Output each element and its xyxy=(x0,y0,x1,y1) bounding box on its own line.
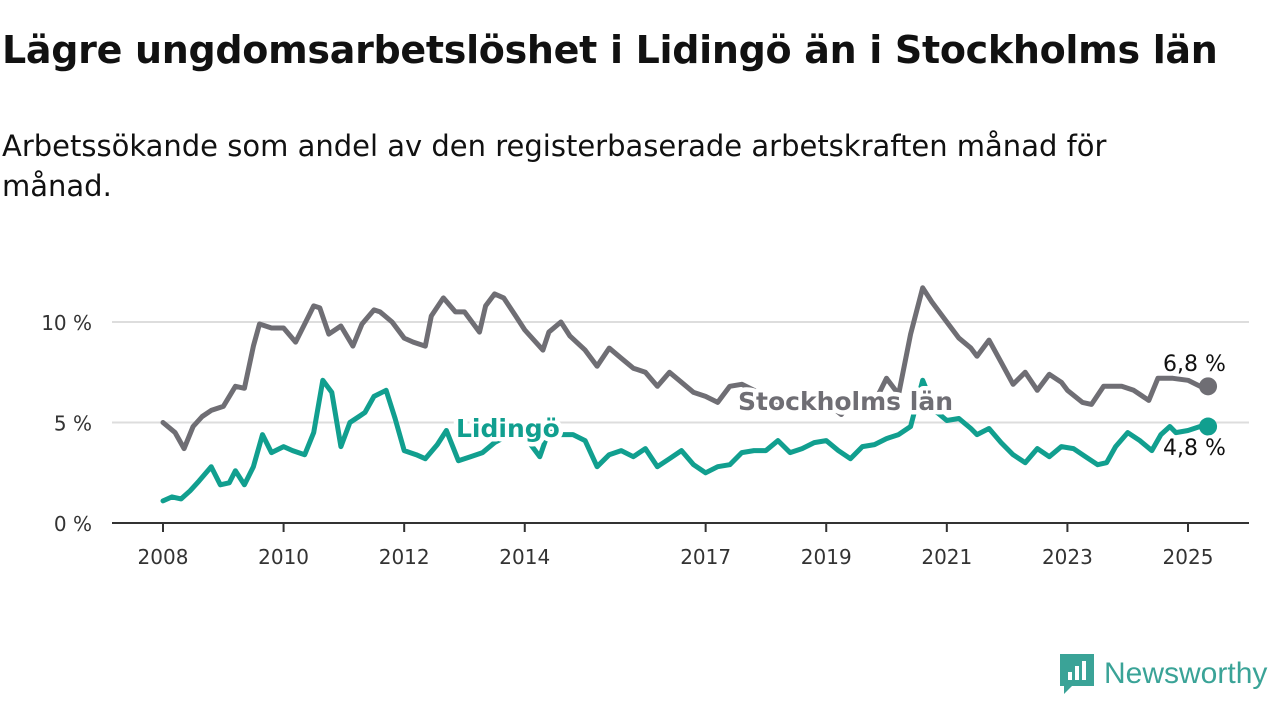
grid-lines xyxy=(112,321,1249,424)
x-tick-label: 2019 xyxy=(801,545,852,569)
series-line xyxy=(160,285,1203,452)
x-axis xyxy=(112,522,1249,532)
series-end-label: 4,8 % xyxy=(1163,436,1226,461)
series-name-label: Stockholms län xyxy=(738,387,953,416)
x-tick-label: 2025 xyxy=(1163,545,1214,569)
newsworthy-logo-icon xyxy=(1060,654,1094,694)
brand: Newsworthy xyxy=(1060,654,1267,694)
series-line xyxy=(160,377,1203,504)
brand-name: Newsworthy xyxy=(1104,657,1268,690)
x-axis-labels: 2008 2010 2012 2014 2017 2019 2021 2023 2025 xyxy=(138,545,1214,569)
series-end-label: 6,8 % xyxy=(1163,352,1226,377)
y-tick-label: 10 % xyxy=(41,311,92,335)
y-tick-label: 0 % xyxy=(54,512,92,536)
chart-subtitle: Arbetssökande som andel av den registerb… xyxy=(2,129,1107,203)
x-tick-label: 2023 xyxy=(1042,545,1093,569)
series-name-label: Lidingö xyxy=(456,414,560,443)
x-tick-label: 2014 xyxy=(499,545,550,569)
chart-title: Lägre ungdomsarbetslöshet i Lidingö än i… xyxy=(2,28,1218,72)
x-tick-label: 2017 xyxy=(680,545,731,569)
x-tick-label: 2012 xyxy=(379,545,430,569)
series-end-dot xyxy=(1199,377,1218,396)
series-lines xyxy=(160,285,1218,504)
series-end-dot xyxy=(1199,417,1218,436)
y-tick-label: 5 % xyxy=(54,412,92,436)
series-labels: Stockholms län Lidingö 6,8 % 4,8 % xyxy=(452,349,1229,464)
x-tick-label: 2021 xyxy=(921,545,972,569)
x-tick-label: 2010 xyxy=(258,545,309,569)
x-tick-label: 2008 xyxy=(138,545,189,569)
y-axis-labels: 0 % 5 % 10 % xyxy=(41,311,92,536)
